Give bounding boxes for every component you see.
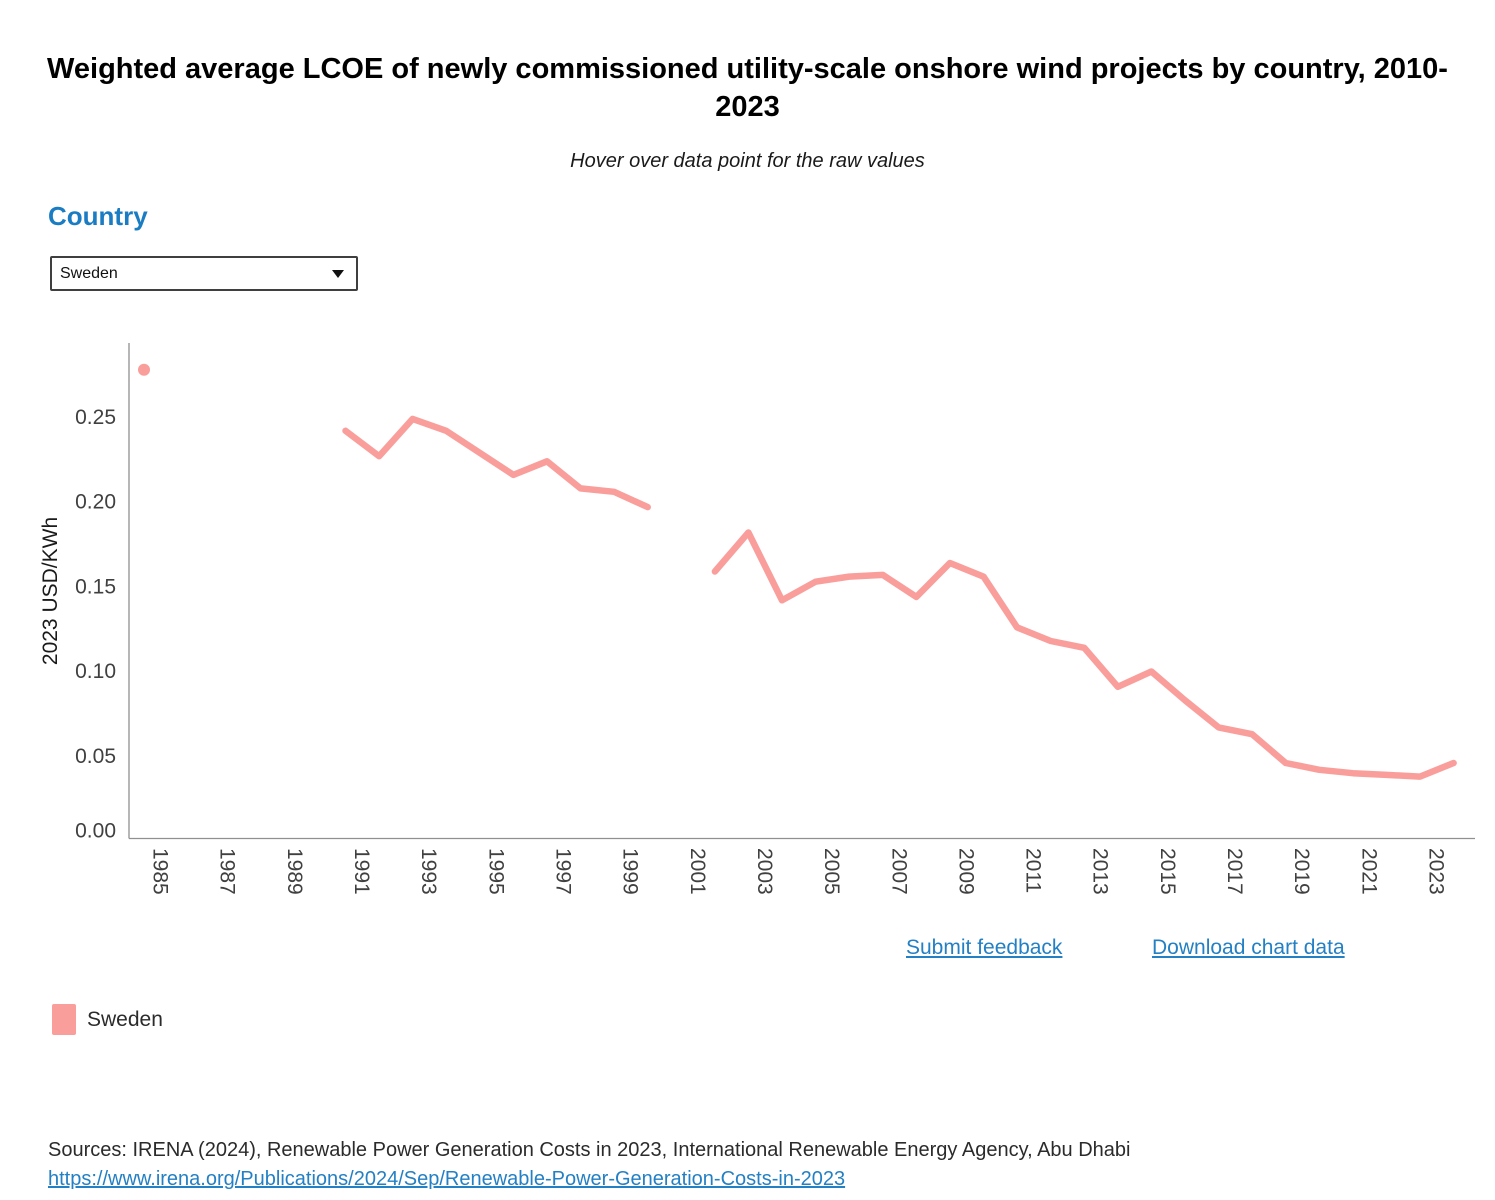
x-tick-label: 2005 <box>820 848 843 895</box>
data-point[interactable] <box>138 363 150 376</box>
x-tick-label: 2015 <box>1156 848 1179 895</box>
x-tick-label: 1991 <box>350 848 373 895</box>
sources-note: Sources: IRENA (2024), Renewable Power G… <box>48 1136 1133 1194</box>
x-tick-label: 2007 <box>887 848 910 895</box>
legend-label: Sweden <box>87 1007 163 1031</box>
series-line-segment[interactable] <box>342 415 651 511</box>
x-tick-label: 1995 <box>484 848 507 895</box>
x-tick-label: 1993 <box>417 848 440 895</box>
x-tick-label: 1987 <box>216 848 239 895</box>
legend-swatch-sweden <box>52 1004 76 1035</box>
x-tick-label: 1999 <box>619 848 642 895</box>
country-dropdown[interactable]: Sweden <box>50 256 358 291</box>
sources-text: Sources: IRENA (2024), Renewable Power G… <box>48 1139 1131 1161</box>
x-tick-label: 2001 <box>686 848 709 895</box>
x-tick-label: 1997 <box>551 848 574 895</box>
y-axis-title: 2023 USD/KWh <box>39 517 62 665</box>
download-chart-data-link[interactable]: Download chart data <box>1152 936 1345 959</box>
x-tick-label: 2017 <box>1223 848 1246 895</box>
y-tick-label: 0.10 <box>75 660 116 683</box>
hover-hint: Hover over data point for the raw values <box>570 150 925 172</box>
x-tick-label: 1989 <box>283 848 306 895</box>
x-tick-label: 1985 <box>149 848 172 895</box>
x-tick-label: 2003 <box>753 848 776 895</box>
lcoe-line-chart[interactable]: 2023 USD/KWh 0.00 0.05 0.10 0.15 0.20 0.25 198… <box>0 300 1495 920</box>
links-row: Submit feedback <box>906 936 1062 960</box>
legend: Sweden <box>52 1004 163 1035</box>
submit-feedback-link[interactable]: Submit feedback <box>906 936 1063 959</box>
page-title: Weighted average LCOE of newly commissio… <box>47 53 1448 124</box>
x-tick-label: 2013 <box>1089 848 1112 895</box>
x-tick-label: 2011 <box>1022 848 1045 893</box>
y-tick-label: 0.00 <box>75 820 116 843</box>
sources-url-link[interactable]: https://www.irena.org/Publications/2024/… <box>48 1168 846 1190</box>
x-tick-label: 2019 <box>1290 848 1313 895</box>
y-tick-label: 0.25 <box>75 406 116 429</box>
country-dropdown-value: Sweden <box>60 264 118 282</box>
y-tick-label: 0.20 <box>75 491 116 514</box>
series-line-segment[interactable] <box>711 529 1457 780</box>
x-tick-label: 2023 <box>1425 848 1448 895</box>
y-tick-label: 0.05 <box>75 745 116 768</box>
x-tick-label: 2021 <box>1357 848 1380 895</box>
y-tick-label: 0.15 <box>75 575 116 598</box>
country-heading: Country <box>48 201 148 231</box>
x-tick-label: 2009 <box>954 848 977 895</box>
chevron-down-icon <box>332 269 344 278</box>
